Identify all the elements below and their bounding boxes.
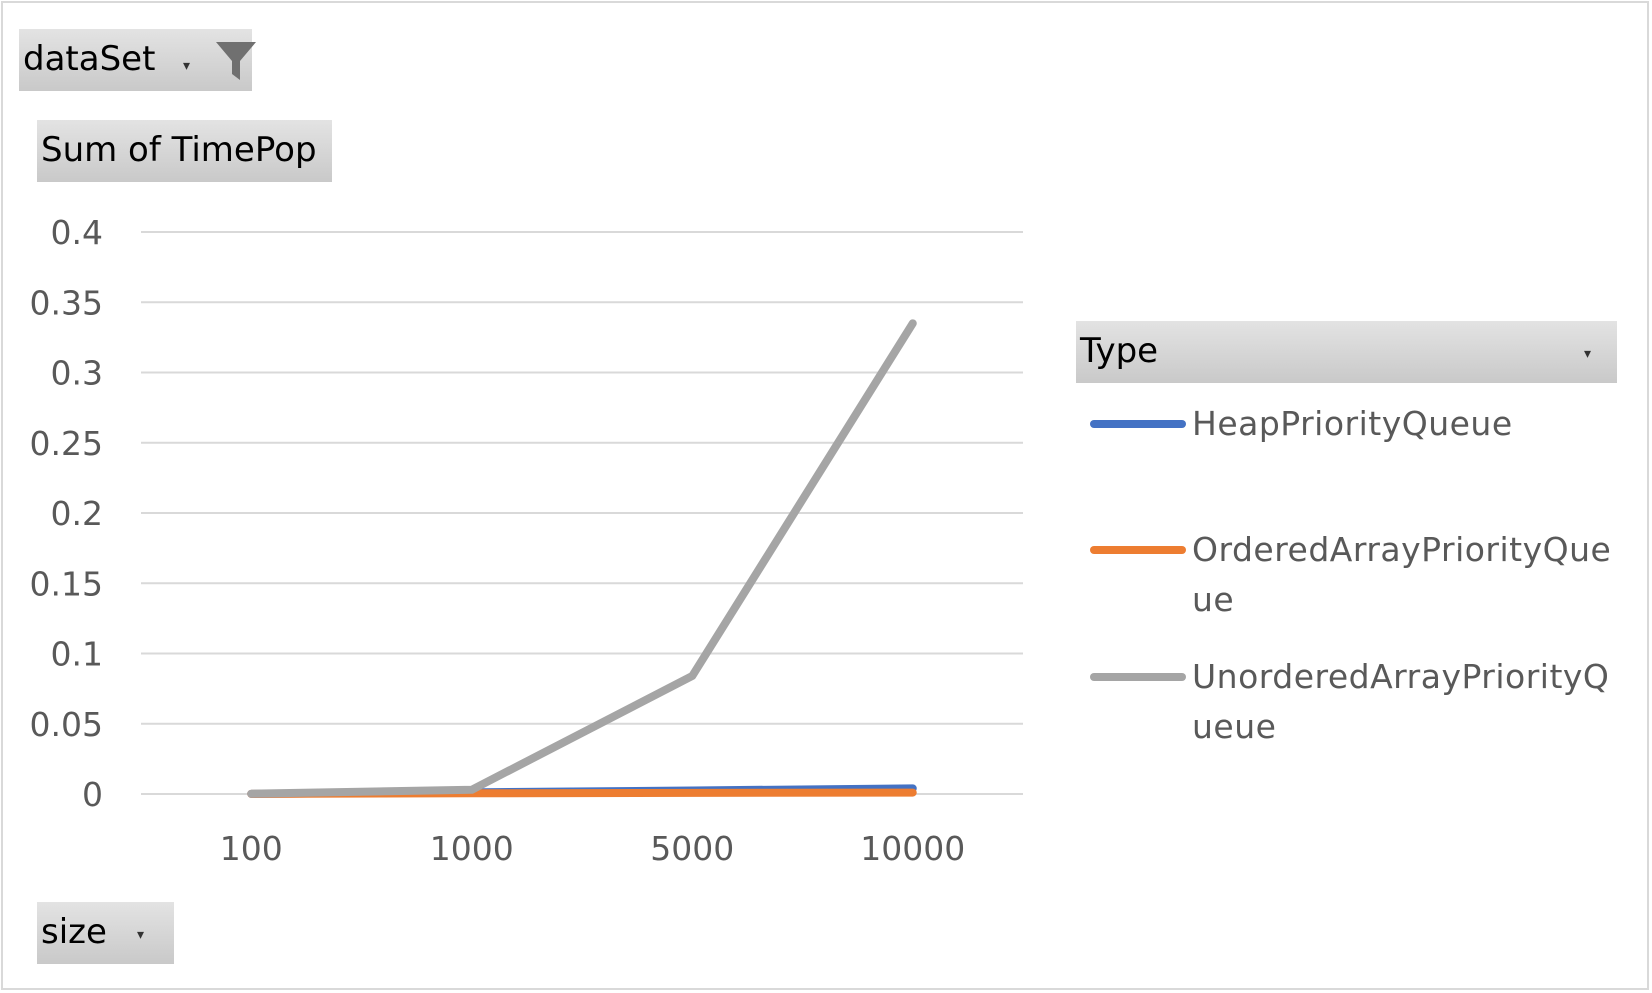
legend-swatch	[1090, 420, 1186, 428]
legend-field-label: Type	[1080, 331, 1159, 371]
legend-label: ue	[1192, 580, 1235, 619]
y-tick-label: 0.05	[30, 705, 103, 744]
dataset-filter-button[interactable]: dataSet ▾	[19, 29, 256, 91]
axis-field-label: size	[41, 912, 107, 952]
legend-swatch	[1090, 546, 1186, 554]
chevron-down-icon: ▾	[137, 927, 145, 943]
y-tick-label: 0.4	[51, 213, 103, 252]
value-field-button[interactable]: Sum of TimePop	[37, 120, 332, 182]
y-tick-label: 0.2	[51, 494, 103, 533]
y-tick-label: 0.1	[51, 635, 103, 674]
x-tick-label: 100	[220, 829, 283, 868]
legend-label: ueue	[1192, 707, 1277, 746]
legend-label: UnorderedArrayPriorityQ	[1192, 657, 1610, 696]
chevron-down-icon: ▾	[1584, 346, 1592, 362]
dataset-filter-label: dataSet	[23, 39, 156, 79]
x-tick-label: 1000	[430, 829, 514, 868]
legend-label: OrderedArrayPriorityQue	[1192, 530, 1612, 569]
x-tick-label: 10000	[860, 829, 965, 868]
y-tick-label: 0.15	[30, 564, 103, 603]
funnel-icon	[216, 42, 256, 80]
y-tick-label: 0.35	[30, 283, 103, 322]
x-tick-label: 5000	[650, 829, 734, 868]
legend-field-button[interactable]: Type ▾	[1076, 321, 1617, 383]
series-line	[247, 319, 917, 798]
legend-label: HeapPriorityQueue	[1192, 404, 1513, 443]
chevron-down-icon: ▾	[183, 58, 191, 74]
legend-swatch	[1090, 673, 1186, 681]
y-tick-label: 0.3	[51, 354, 103, 393]
y-tick-label: 0	[82, 775, 103, 814]
y-tick-label: 0.25	[30, 424, 103, 463]
axis-field-button[interactable]: size ▾	[37, 902, 174, 964]
value-field-label: Sum of TimePop	[41, 130, 317, 170]
